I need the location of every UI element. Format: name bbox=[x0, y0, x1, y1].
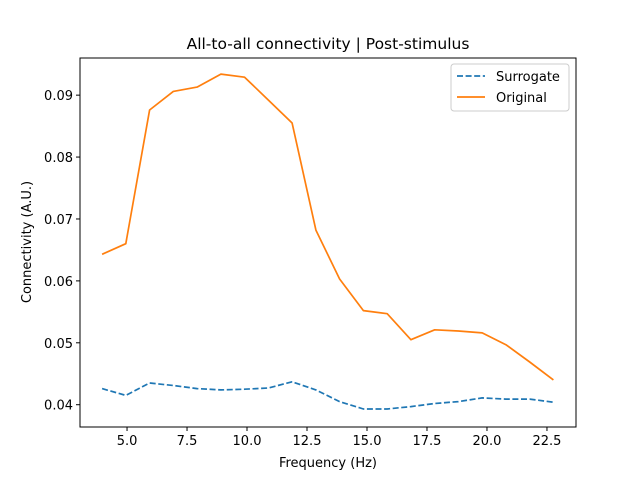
y-tick-label: 0.08 bbox=[44, 151, 73, 166]
x-tick-label: 7.5 bbox=[177, 434, 198, 449]
x-tick-label: 5.0 bbox=[117, 434, 138, 449]
y-tick-label: 0.06 bbox=[44, 275, 73, 290]
y-tick-label: 0.04 bbox=[44, 399, 73, 414]
y-tick-label: 0.05 bbox=[44, 337, 73, 352]
plot-area bbox=[101, 73, 554, 410]
x-axis-label: Frequency (Hz) bbox=[279, 456, 377, 471]
y-tick-label: 0.09 bbox=[44, 89, 73, 104]
legend-box bbox=[450, 63, 570, 112]
x-tick-label: 10.0 bbox=[233, 434, 262, 449]
x-tick-label: 15.0 bbox=[353, 434, 382, 449]
x-tick-label: 12.5 bbox=[293, 434, 322, 449]
y-axis-label: Connectivity (A.U.) bbox=[20, 181, 35, 303]
series-line-original bbox=[101, 73, 554, 381]
chart-title: All-to-all connectivity | Post-stimulus bbox=[187, 35, 470, 53]
series-layer bbox=[101, 73, 554, 410]
x-tick-label: 22.5 bbox=[532, 434, 561, 449]
axes-frame bbox=[79, 57, 577, 428]
y-axis: 0.04 0.05 0.06 0.07 0.08 0.09 bbox=[44, 89, 80, 414]
y-tick-label: 0.07 bbox=[44, 213, 73, 228]
legend-label-surrogate: Surrogate bbox=[496, 70, 560, 85]
x-tick-label: 20.0 bbox=[472, 434, 501, 449]
series-line-surrogate bbox=[101, 380, 554, 410]
x-tick-label: 17.5 bbox=[413, 434, 442, 449]
x-axis: 5.0 7.5 10.0 12.5 15.0 17.5 20.0 22.5 bbox=[117, 427, 561, 449]
legend-label-original: Original bbox=[496, 91, 547, 106]
legend: Surrogate Original bbox=[450, 63, 570, 112]
